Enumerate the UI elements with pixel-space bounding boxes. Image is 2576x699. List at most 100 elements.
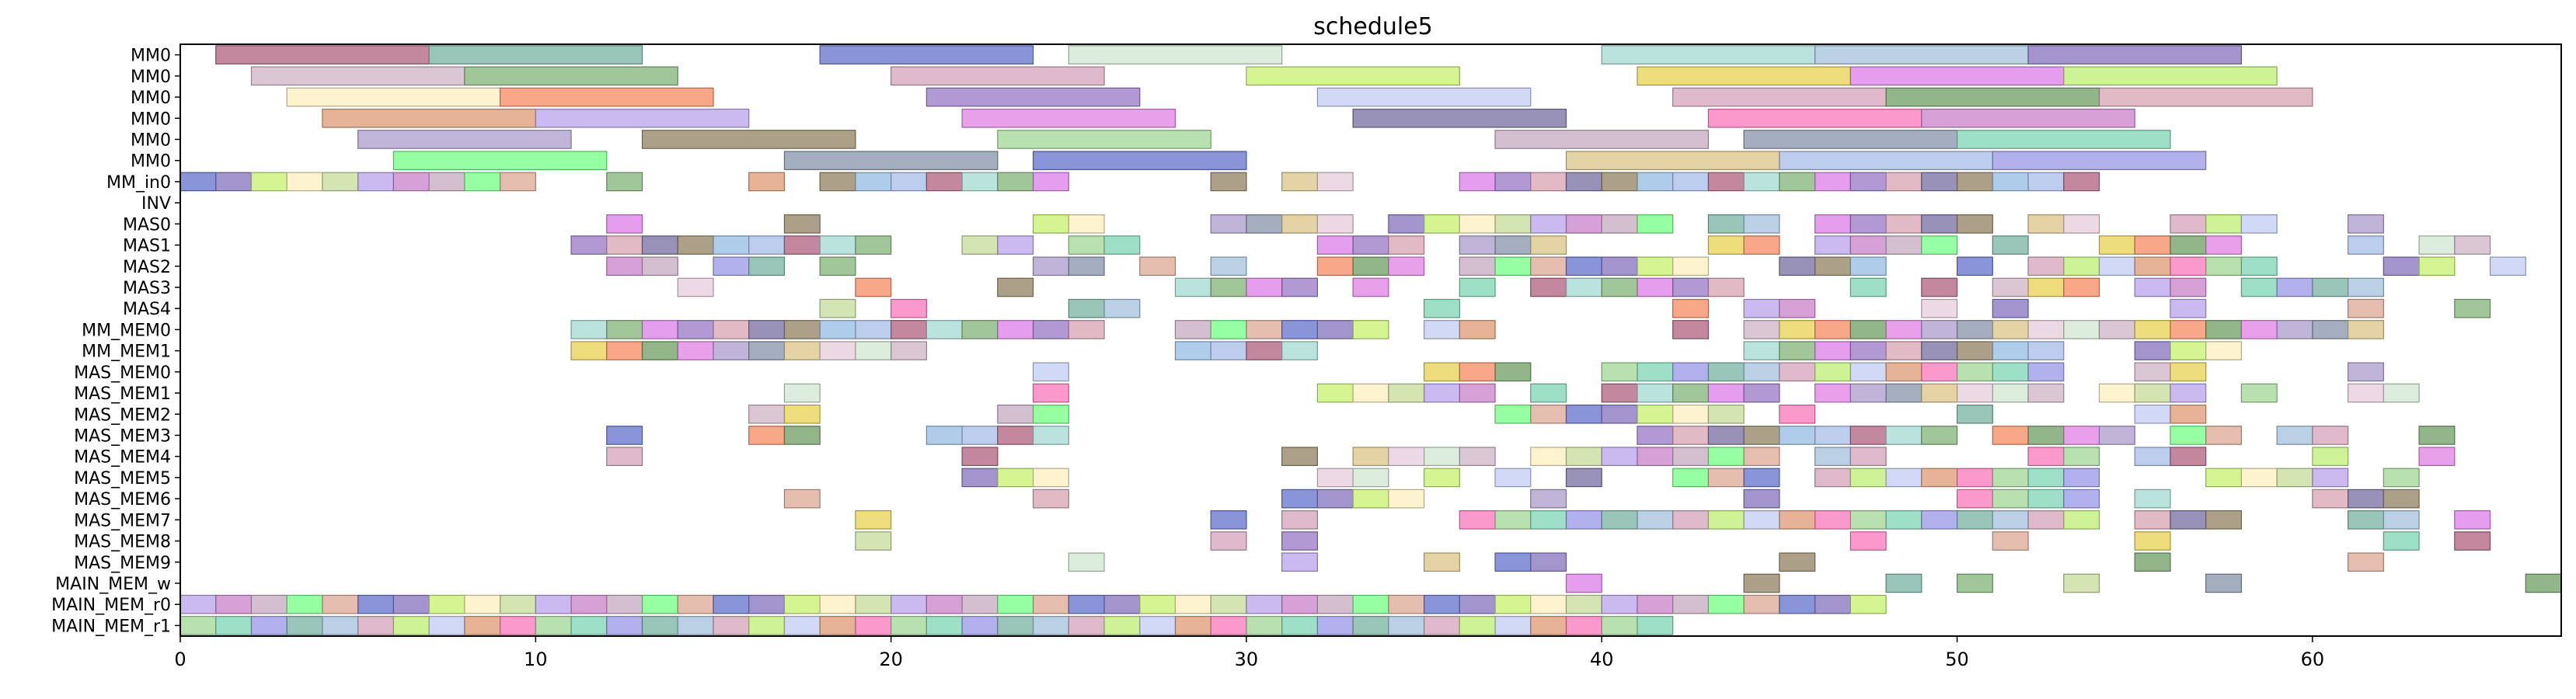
schedule-cell	[713, 235, 750, 255]
schedule-cell	[1956, 510, 1993, 530]
schedule-cell	[925, 616, 963, 635]
schedule-cell	[1849, 341, 1887, 360]
schedule-cell	[1743, 447, 1780, 466]
schedule-cell	[1210, 341, 1247, 360]
schedule-cell	[1992, 172, 2029, 192]
schedule-cell	[1032, 172, 1069, 192]
schedule-cell	[2027, 341, 2065, 360]
schedule-cell	[1316, 235, 1354, 255]
schedule-cell	[535, 616, 572, 635]
schedule-cell	[1388, 447, 1425, 466]
schedule-cell	[1601, 362, 1638, 382]
schedule-cell	[1707, 172, 1745, 192]
y-tick-label: MAS0	[123, 215, 171, 235]
schedule-cell	[1494, 510, 1532, 530]
schedule-bar	[1743, 130, 1958, 149]
schedule-cell	[1743, 383, 1780, 403]
schedule-bar	[464, 66, 678, 86]
schedule-cell	[1530, 510, 1567, 530]
schedule-cell	[1494, 362, 1532, 382]
schedule-cell	[1068, 594, 1105, 614]
schedule-cell	[1921, 214, 1958, 234]
schedule-cell	[1707, 510, 1745, 530]
schedule-cell	[641, 320, 678, 339]
schedule-cell	[570, 320, 608, 339]
schedule-cell	[1388, 594, 1425, 614]
schedule-cell	[499, 172, 536, 192]
schedule-cell	[1565, 404, 1602, 424]
schedule-cell	[713, 320, 750, 339]
schedule-bar	[1068, 45, 1283, 64]
schedule-cell	[677, 341, 714, 360]
schedule-cell	[1565, 447, 1602, 466]
schedule-cell	[1707, 235, 1745, 255]
schedule-cell	[1388, 256, 1425, 276]
schedule-cell	[2205, 320, 2243, 339]
schedule-cell	[2383, 489, 2420, 509]
schedule-cell	[1849, 172, 1887, 192]
schedule-cell	[2063, 447, 2100, 466]
schedule-cell	[1210, 172, 1247, 192]
schedule-cell	[2098, 235, 2135, 255]
schedule-cell	[1352, 277, 1389, 297]
schedule-cell	[1849, 468, 1887, 488]
schedule-cell	[925, 320, 963, 339]
schedule-cell	[1992, 320, 2029, 339]
schedule-cell	[891, 172, 927, 192]
schedule-cell	[1849, 277, 1887, 297]
schedule-cell	[2027, 256, 2065, 276]
schedule-cell	[2027, 277, 2065, 297]
schedule-cell	[1494, 404, 1532, 424]
schedule-cell	[606, 341, 643, 360]
schedule-cell	[783, 320, 821, 339]
schedule-cell	[428, 172, 465, 192]
schedule-cell	[1565, 277, 1602, 297]
schedule-cell	[997, 468, 1034, 488]
schedule-cell	[819, 172, 856, 192]
schedule-cell	[1707, 383, 1745, 403]
schedule-cell	[2383, 383, 2420, 403]
schedule-cell	[1139, 594, 1176, 614]
schedule-cell	[1992, 531, 2029, 551]
schedule-cell	[1210, 214, 1247, 234]
schedule-cell	[2276, 426, 2313, 445]
schedule-cell	[1743, 320, 1780, 339]
y-tick-label: MAS_MEM9	[74, 554, 171, 573]
schedule-bar	[997, 130, 1211, 149]
plot-frame	[180, 43, 2562, 637]
schedule-cell	[961, 426, 999, 445]
schedule-cell	[2240, 214, 2278, 234]
schedule-cell	[997, 594, 1034, 614]
schedule-cell	[961, 235, 999, 255]
schedule-cell	[2170, 320, 2207, 339]
schedule-cell	[2027, 426, 2065, 445]
schedule-cell	[1672, 447, 1710, 466]
schedule-cell	[997, 404, 1034, 424]
schedule-cell	[1637, 594, 1674, 614]
schedule-cell	[1316, 468, 1354, 488]
y-tick-label: MAS_MEM0	[74, 363, 171, 383]
schedule-cell	[1707, 404, 1745, 424]
schedule-cell	[2170, 362, 2207, 382]
schedule-cell	[891, 320, 927, 339]
schedule-cell	[2063, 277, 2100, 297]
schedule-cell	[1423, 468, 1460, 488]
schedule-cell	[2063, 468, 2100, 488]
schedule-cell	[997, 172, 1034, 192]
schedule-cell	[570, 616, 608, 635]
schedule-cell	[2134, 489, 2171, 509]
y-tick-label: MAS_MEM3	[74, 426, 171, 446]
schedule-cell	[1174, 277, 1211, 297]
schedule-cell	[1992, 468, 2029, 488]
schedule-cell	[1849, 383, 1887, 403]
schedule-cell	[1921, 468, 1958, 488]
schedule-cell	[1459, 256, 1496, 276]
schedule-cell	[783, 616, 821, 635]
y-tick-label: INV	[141, 194, 171, 214]
schedule-cell	[1849, 510, 1887, 530]
schedule-bar	[2027, 45, 2243, 64]
schedule-cell	[1849, 447, 1887, 466]
schedule-cell	[2170, 341, 2207, 360]
schedule-cell	[392, 172, 430, 192]
schedule-cell	[570, 341, 608, 360]
